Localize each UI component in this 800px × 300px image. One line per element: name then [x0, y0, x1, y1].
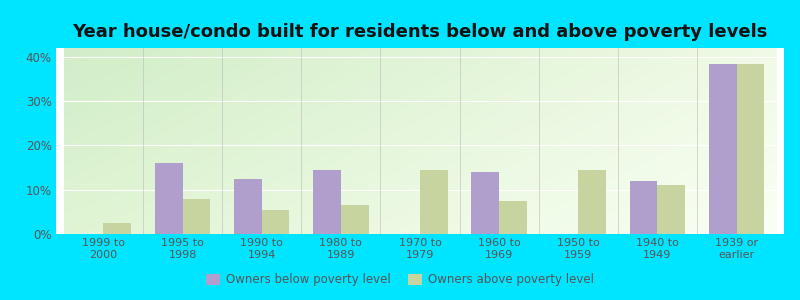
Bar: [737, 64, 764, 234]
Bar: [709, 64, 737, 234]
Bar: [182, 199, 210, 234]
Bar: [262, 210, 290, 234]
Bar: [420, 170, 448, 234]
Legend: Owners below poverty level, Owners above poverty level: Owners below poverty level, Owners above…: [201, 269, 599, 291]
Bar: [155, 163, 182, 234]
Bar: [471, 172, 499, 234]
Bar: [234, 178, 262, 234]
Bar: [499, 201, 527, 234]
Bar: [103, 223, 131, 234]
Bar: [341, 205, 369, 234]
Bar: [578, 170, 606, 234]
Bar: [630, 181, 658, 234]
Title: Year house/condo built for residents below and above poverty levels: Year house/condo built for residents bel…: [72, 23, 768, 41]
Bar: [313, 170, 341, 234]
Bar: [658, 185, 685, 234]
